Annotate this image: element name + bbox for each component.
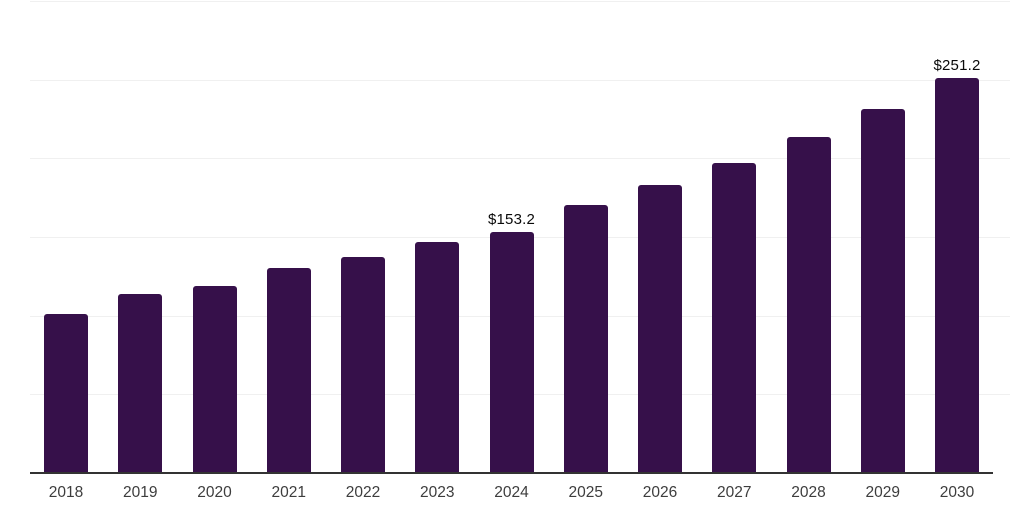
bar-2023	[415, 241, 460, 473]
x-tick-label-2019: 2019	[123, 484, 158, 501]
x-tick-label-2027: 2027	[717, 484, 752, 501]
bar-2026	[638, 185, 682, 473]
bar-2025	[563, 204, 608, 473]
bar-2019	[118, 293, 163, 473]
x-tick-label-2025: 2025	[568, 484, 603, 501]
bar-value-label-2024: $153.2	[487, 210, 536, 228]
bar-2018	[44, 314, 88, 473]
bar-value-label-2030: $251.2	[933, 56, 981, 74]
bar-2021	[266, 268, 311, 473]
plot-area: $153.2 $251.2	[30, 1, 1010, 474]
x-axis-line	[30, 472, 993, 474]
x-tick-label-2021: 2021	[271, 484, 306, 501]
bar-2020	[192, 285, 237, 473]
bar-2028	[786, 137, 831, 473]
x-tick-label-2029: 2029	[865, 484, 900, 501]
x-tick-label-2022: 2022	[345, 484, 381, 501]
x-tick-label-2020: 2020	[197, 484, 232, 501]
gridline-200	[30, 158, 1010, 160]
bar-2030	[935, 77, 979, 473]
x-tick-label-2018: 2018	[48, 484, 84, 501]
x-tick-label-2030: 2030	[939, 484, 975, 501]
x-tick-label-2026: 2026	[642, 484, 678, 501]
bar-2024	[489, 231, 534, 473]
bar-2022	[341, 256, 385, 473]
gridline-250	[30, 79, 1010, 81]
x-tick-label-2028: 2028	[791, 484, 826, 501]
gridline-300	[30, 1, 1010, 2]
bar-2027	[712, 163, 757, 473]
x-tick-label-2024: 2024	[494, 484, 529, 501]
bar-2029	[860, 109, 905, 473]
x-tick-label-2023: 2023	[420, 484, 455, 501]
